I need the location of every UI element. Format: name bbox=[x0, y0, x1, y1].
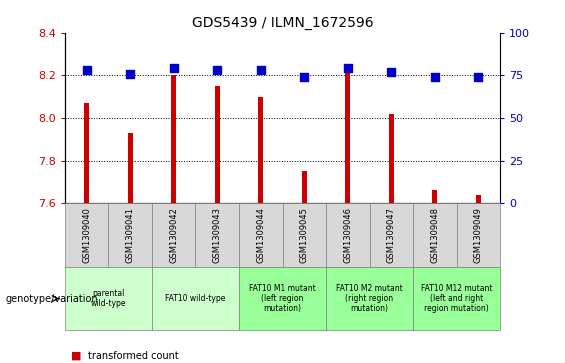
Bar bbox=[389, 114, 394, 203]
Text: GSM1309047: GSM1309047 bbox=[387, 207, 396, 263]
Point bbox=[82, 67, 92, 73]
Point bbox=[125, 71, 134, 77]
Bar bbox=[65, 267, 152, 330]
Bar bbox=[195, 203, 239, 267]
Bar bbox=[345, 65, 350, 203]
Bar bbox=[326, 203, 370, 267]
Bar bbox=[370, 203, 413, 267]
Point bbox=[212, 67, 221, 73]
Bar bbox=[152, 267, 239, 330]
Text: GSM1309041: GSM1309041 bbox=[126, 207, 134, 263]
Point bbox=[299, 74, 308, 80]
Text: FAT10 M1 mutant
(left region
mutation): FAT10 M1 mutant (left region mutation) bbox=[249, 284, 316, 314]
Bar bbox=[476, 195, 481, 203]
Point bbox=[473, 74, 483, 80]
Text: ■: ■ bbox=[71, 351, 81, 361]
Bar bbox=[413, 203, 457, 267]
Bar bbox=[65, 203, 108, 267]
Bar bbox=[302, 171, 307, 203]
Point bbox=[256, 67, 265, 73]
Bar bbox=[108, 203, 152, 267]
Bar bbox=[258, 97, 263, 203]
Text: GSM1309044: GSM1309044 bbox=[257, 207, 265, 263]
Text: GSM1309048: GSM1309048 bbox=[431, 207, 439, 263]
Bar bbox=[152, 203, 195, 267]
Text: GSM1309040: GSM1309040 bbox=[82, 207, 91, 263]
Bar bbox=[239, 267, 326, 330]
Point bbox=[430, 74, 439, 80]
Text: parental
wild-type: parental wild-type bbox=[91, 289, 126, 308]
Bar bbox=[171, 76, 176, 203]
Point bbox=[343, 66, 352, 72]
Text: FAT10 wild-type: FAT10 wild-type bbox=[166, 294, 225, 303]
Text: FAT10 M2 mutant
(right region
mutation): FAT10 M2 mutant (right region mutation) bbox=[336, 284, 403, 314]
Bar bbox=[215, 86, 220, 203]
Title: GDS5439 / ILMN_1672596: GDS5439 / ILMN_1672596 bbox=[192, 16, 373, 30]
Text: FAT10 M12 mutant
(left and right
region mutation): FAT10 M12 mutant (left and right region … bbox=[421, 284, 492, 314]
Text: GSM1309046: GSM1309046 bbox=[344, 207, 352, 263]
Text: GSM1309042: GSM1309042 bbox=[170, 207, 178, 263]
Bar bbox=[282, 203, 326, 267]
Bar bbox=[413, 267, 500, 330]
Bar bbox=[239, 203, 282, 267]
Bar bbox=[457, 203, 500, 267]
Text: transformed count: transformed count bbox=[88, 351, 179, 361]
Bar bbox=[432, 191, 437, 203]
Text: GSM1309049: GSM1309049 bbox=[474, 207, 483, 263]
Text: GSM1309043: GSM1309043 bbox=[213, 207, 221, 263]
Bar bbox=[326, 267, 413, 330]
Point bbox=[386, 69, 396, 75]
Text: genotype/variation: genotype/variation bbox=[6, 294, 98, 303]
Point bbox=[169, 66, 178, 72]
Text: GSM1309045: GSM1309045 bbox=[300, 207, 308, 263]
Bar bbox=[128, 133, 133, 203]
Bar bbox=[84, 103, 89, 203]
